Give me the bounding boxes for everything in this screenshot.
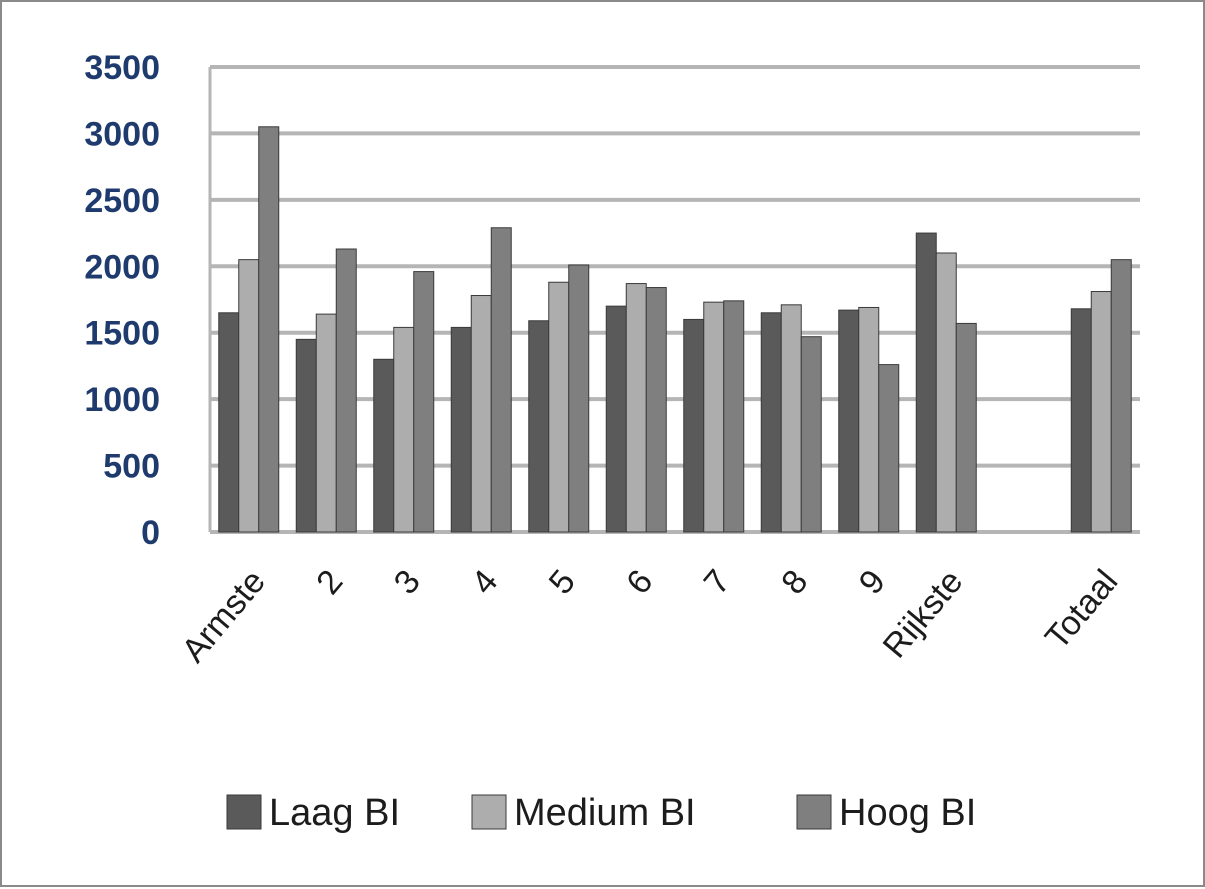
y-axis-ticks: 0 500 1000 1500 2000 2500 3000 3500 [84,49,160,552]
bar-laag-bi [683,318,705,533]
bar-medium-bi [935,252,957,533]
bar-medium-bi [703,301,725,533]
bar-medium-bi [1090,291,1112,533]
bar-hoog-bi [335,248,357,533]
y-tick-label: 2000 [84,248,160,286]
y-tick-label: 0 [141,514,160,552]
legend: Laag BI Medium BI Hoog BI [226,792,976,834]
y-tick-label: 500 [103,448,160,486]
bar-hoog-bi [258,126,280,533]
gridlines [208,65,1140,534]
bar-medium-bi [548,281,570,533]
bar-laag-bi [528,320,550,533]
legend-swatch [471,794,507,830]
bar-laag-bi [915,232,937,533]
y-tick-label: 1500 [84,315,160,353]
bar-hoog-bi [1110,259,1132,533]
bar-laag-bi [760,312,782,533]
bar-medium-bi [315,313,337,533]
y-tick-label: 3000 [84,115,160,153]
x-tick-label: 3 [387,563,428,602]
legend-swatch [226,794,262,830]
legend-label: Hoog BI [839,792,976,834]
x-tick-label: 8 [774,563,815,602]
bar-hoog-bi [723,300,745,533]
y-tick-label: 1000 [84,381,160,419]
bar-hoog-bi [413,271,435,533]
bar-medium-bi [470,295,492,533]
bar-laag-bi [1070,308,1092,533]
bar-hoog-bi [878,364,900,533]
x-tick-label: 4 [464,563,505,602]
bar-laag-bi [373,358,395,533]
bar-laag-bi [450,326,472,533]
x-tick-label: 6 [619,563,660,602]
legend-label: Medium BI [514,792,696,834]
bars [218,126,1132,533]
bar-medium-bi [625,283,647,533]
y-tick-label: 2500 [84,182,160,220]
bar-medium-bi [393,326,415,533]
bar-hoog-bi [490,227,512,533]
x-tick-label: 7 [697,563,738,602]
bar-hoog-bi [800,336,822,533]
x-tick-label: 2 [309,563,350,602]
bar-hoog-bi [955,322,977,533]
bar-medium-bi [858,306,880,533]
x-tick-label: Armste [175,563,273,670]
x-tick-label: 5 [542,563,583,602]
bar-medium-bi [780,304,802,533]
y-tick-label: 3500 [84,49,160,87]
bar-laag-bi [838,309,860,533]
bar-hoog-bi [645,287,667,533]
legend-label: Laag BI [269,792,400,834]
bar-laag-bi [295,338,317,533]
bar-medium-bi [238,259,260,533]
legend-swatch [796,794,832,830]
x-tick-label: Rijkste [876,563,971,666]
bar-laag-bi [605,305,627,533]
x-tick-label: Totaal [1038,563,1125,657]
x-tick-label: 9 [852,563,893,602]
bar-laag-bi [218,312,240,533]
bar-hoog-bi [568,264,590,533]
